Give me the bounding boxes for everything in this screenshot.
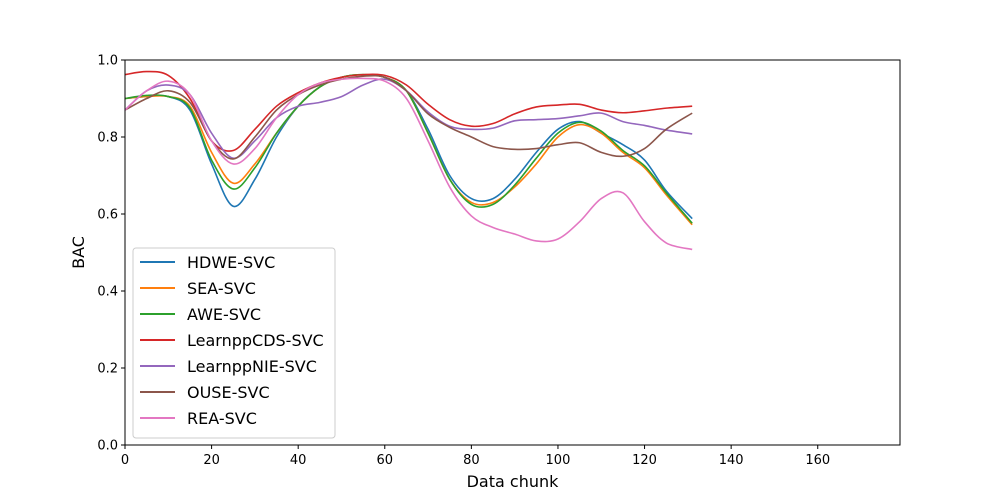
legend-label-ouse-svc: OUSE-SVC — [187, 383, 270, 402]
y-tick-label: 0.4 — [97, 285, 118, 300]
x-axis-title: Data chunk — [467, 472, 560, 491]
legend-label-sea-svc: SEA-SVC — [187, 279, 256, 298]
legend-label-rea-svc: REA-SVC — [187, 409, 257, 428]
x-tick-label: 100 — [546, 453, 571, 468]
x-tick-label: 0 — [121, 453, 129, 468]
x-tick-label: 120 — [632, 453, 657, 468]
x-tick-label: 140 — [719, 453, 744, 468]
x-tick-label: 160 — [805, 453, 830, 468]
series-line-rea-svc — [124, 77, 693, 251]
legend-label-hdwe-svc: HDWE-SVC — [187, 253, 275, 272]
x-tick-label: 60 — [377, 453, 394, 468]
series-line-ouse-svc — [124, 74, 693, 160]
y-tick-label: 1.0 — [97, 54, 118, 69]
series-layer — [124, 70, 693, 251]
axes-frame — [124, 59, 901, 446]
series-line-learnppcds-svc — [124, 70, 693, 152]
y-tick-label: 0.8 — [97, 131, 118, 146]
x-tick-label: 80 — [463, 453, 480, 468]
axes-border — [124, 59, 901, 446]
ticks-layer: 0 20 40 60 80 100 120 140 160 0.0 0.2 0.4 0.6 0.8 1.0 — [97, 54, 830, 469]
x-tick-label: 20 — [203, 453, 220, 468]
legend: HDWE-SVC SEA-SVC AWE-SVC LearnppCDS-SVC Lear… — [132, 247, 336, 439]
y-tick-label: 0.6 — [97, 208, 118, 223]
legend-label-learnppcds-svc: LearnppCDS-SVC — [187, 331, 324, 350]
legend-label-learnppnie-svc: LearnppNIE-SVC — [187, 357, 317, 376]
y-axis-title: BAC — [69, 236, 88, 269]
y-tick-label: 0.2 — [97, 362, 118, 377]
y-tick-label: 0.0 — [97, 439, 118, 454]
x-tick-label: 40 — [290, 453, 307, 468]
legend-box — [132, 247, 336, 439]
legend-label-awe-svc: AWE-SVC — [187, 305, 261, 324]
